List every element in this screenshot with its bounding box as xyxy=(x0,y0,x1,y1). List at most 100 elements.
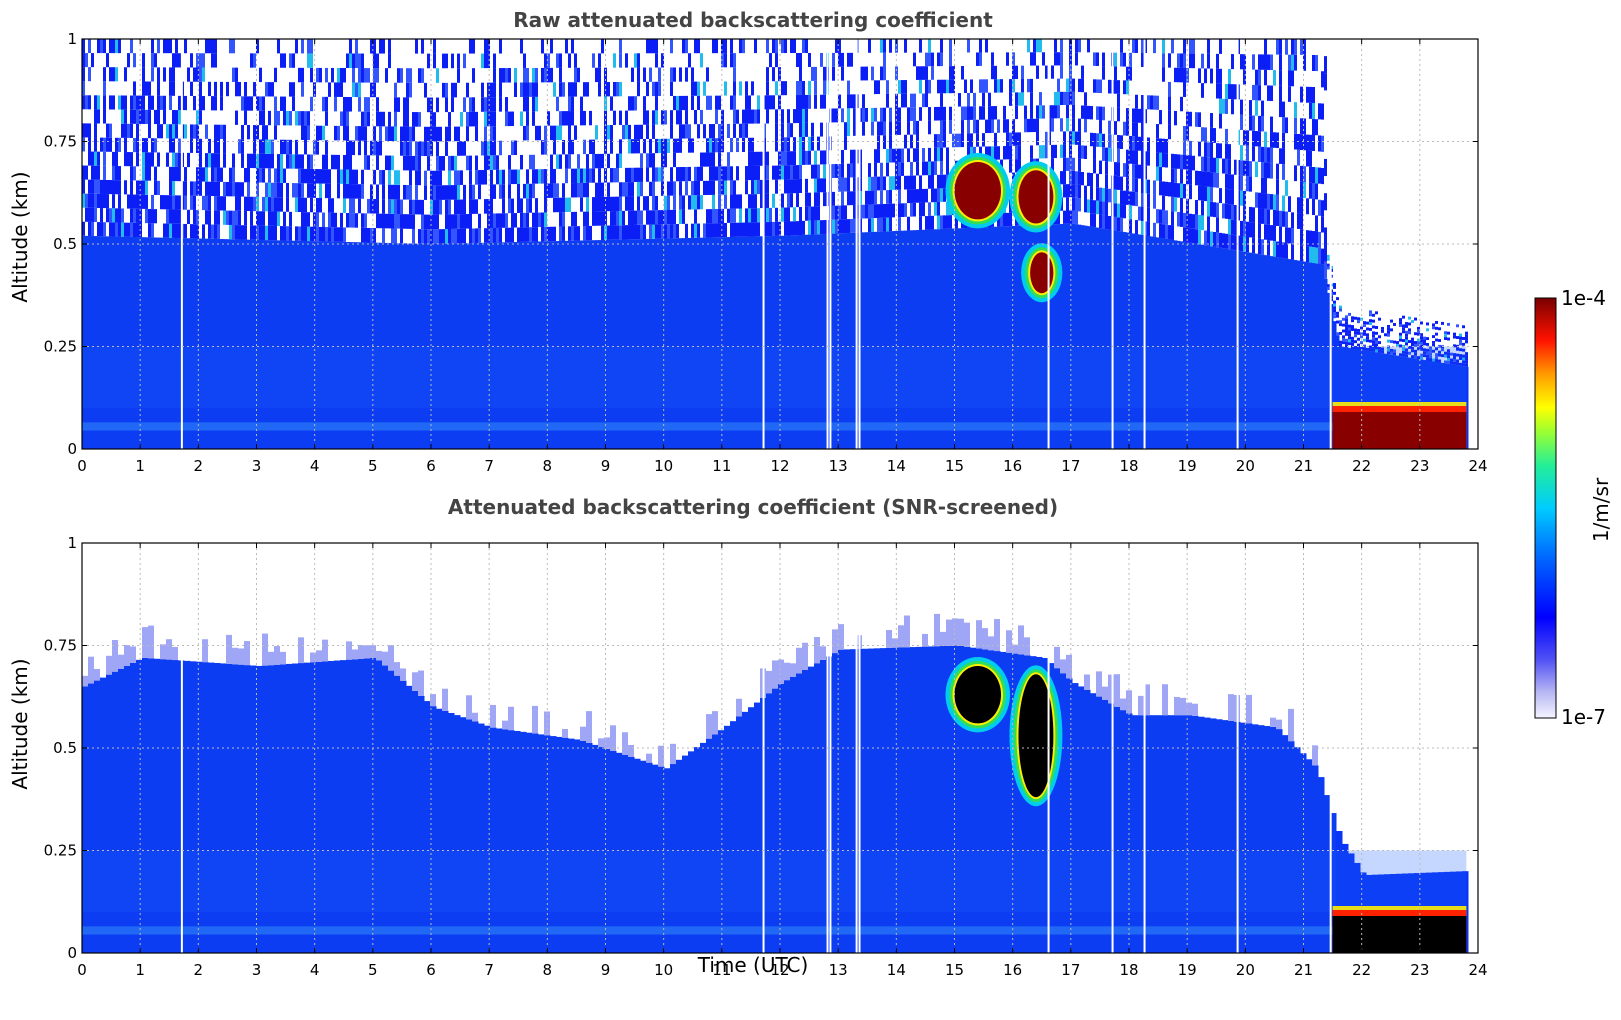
noise-cell xyxy=(1069,131,1072,144)
noise-cell xyxy=(808,221,811,235)
noise-cell xyxy=(157,181,160,195)
noise-cell xyxy=(1339,309,1342,312)
noise-cell xyxy=(1372,340,1375,343)
noise-cell xyxy=(1201,186,1204,201)
noise-cell xyxy=(310,183,313,197)
noise-cell xyxy=(373,83,376,98)
noise-cell xyxy=(766,152,769,166)
noise-cell xyxy=(334,82,337,96)
noise-cell xyxy=(919,39,922,53)
noise-cell xyxy=(433,229,436,244)
noise-cell xyxy=(733,67,736,81)
noise-cell xyxy=(868,177,871,191)
noise-cell xyxy=(1072,105,1075,118)
x-tick-label: 5 xyxy=(368,457,378,475)
noise-cell xyxy=(568,111,571,125)
noise-cell xyxy=(1267,163,1270,178)
noise-cell xyxy=(118,166,121,180)
panel-raw: Raw attenuated backscattering coefficien… xyxy=(8,8,1488,475)
noise-cell xyxy=(409,214,412,229)
noise-cell xyxy=(772,194,775,208)
noise-cell xyxy=(553,126,556,140)
noise-cell xyxy=(340,169,343,183)
noise-cell xyxy=(880,122,883,136)
noise-cell xyxy=(928,216,931,230)
noise-cell xyxy=(766,222,769,236)
noise-cell xyxy=(202,96,205,110)
noise-cell xyxy=(883,204,886,218)
noise-cell xyxy=(922,66,925,80)
noise-cell xyxy=(1204,172,1207,187)
noise-cell xyxy=(985,120,988,133)
heatmap-column xyxy=(847,233,851,449)
noise-cell xyxy=(709,138,712,152)
noise-cell xyxy=(247,182,250,196)
noise-cell xyxy=(523,82,526,96)
noise-cell xyxy=(1432,323,1435,326)
noise-cell xyxy=(904,80,907,94)
noise-cell xyxy=(814,151,817,165)
noise-cell xyxy=(172,110,175,124)
noise-cell xyxy=(307,212,310,226)
noise-cell xyxy=(835,164,838,178)
noise-cell xyxy=(1183,155,1186,169)
noise-cell xyxy=(1300,229,1303,245)
noise-cell xyxy=(1345,324,1348,327)
noise-cell xyxy=(1078,158,1081,171)
noise-cell xyxy=(961,120,964,134)
noise-cell xyxy=(1393,341,1396,344)
noise-cell xyxy=(1273,194,1276,210)
noise-cell xyxy=(736,110,739,124)
noise-cell xyxy=(559,154,562,168)
noise-cell xyxy=(1462,343,1465,346)
noise-cell xyxy=(652,196,655,210)
noise-cell xyxy=(532,155,535,169)
fringe-cell xyxy=(994,619,1000,651)
noise-cell xyxy=(445,54,448,69)
noise-cell xyxy=(103,222,106,236)
fringe-cell xyxy=(1018,625,1024,654)
noise-cell xyxy=(361,170,364,185)
noise-cell xyxy=(652,125,655,139)
noise-cell xyxy=(388,54,391,69)
heatmap-column xyxy=(922,230,926,449)
noise-cell xyxy=(451,54,454,69)
noise-cell xyxy=(772,39,775,53)
noise-cell xyxy=(445,97,448,112)
heatmap-column xyxy=(793,235,797,449)
heatmap-column xyxy=(883,231,887,449)
noise-cell xyxy=(1132,150,1135,164)
noise-cell xyxy=(1201,157,1204,172)
noise-cell xyxy=(703,82,706,96)
noise-cell xyxy=(1327,258,1330,261)
noise-cell xyxy=(811,165,814,179)
noise-cell xyxy=(304,227,307,241)
noise-cell xyxy=(262,125,265,139)
noise-cell xyxy=(208,224,211,238)
noise-cell xyxy=(520,227,523,241)
noise-cell xyxy=(781,137,784,151)
noise-cell xyxy=(469,185,472,200)
x-tick-label: 15 xyxy=(945,457,964,475)
heatmap-column xyxy=(913,230,917,449)
noise-cell xyxy=(814,165,817,179)
noise-cell xyxy=(229,225,232,239)
heatmap-column xyxy=(1153,237,1157,449)
noise-cell xyxy=(637,225,640,239)
noise-cell xyxy=(964,107,967,121)
noise-cell xyxy=(778,166,781,180)
noise-cell xyxy=(364,155,367,170)
noise-cell xyxy=(574,183,577,197)
heatmap-column xyxy=(268,240,272,449)
noise-cell xyxy=(1201,54,1204,69)
noise-cell xyxy=(193,196,196,210)
noise-cell xyxy=(1051,145,1054,158)
noise-cell xyxy=(757,208,760,222)
noise-cell xyxy=(1039,92,1042,105)
noise-cell xyxy=(1102,134,1105,148)
noise-cell xyxy=(1117,217,1120,231)
noise-cell xyxy=(1405,337,1408,340)
noise-cell xyxy=(943,175,946,189)
noise-cell xyxy=(940,120,943,134)
noise-cell xyxy=(1414,344,1417,347)
